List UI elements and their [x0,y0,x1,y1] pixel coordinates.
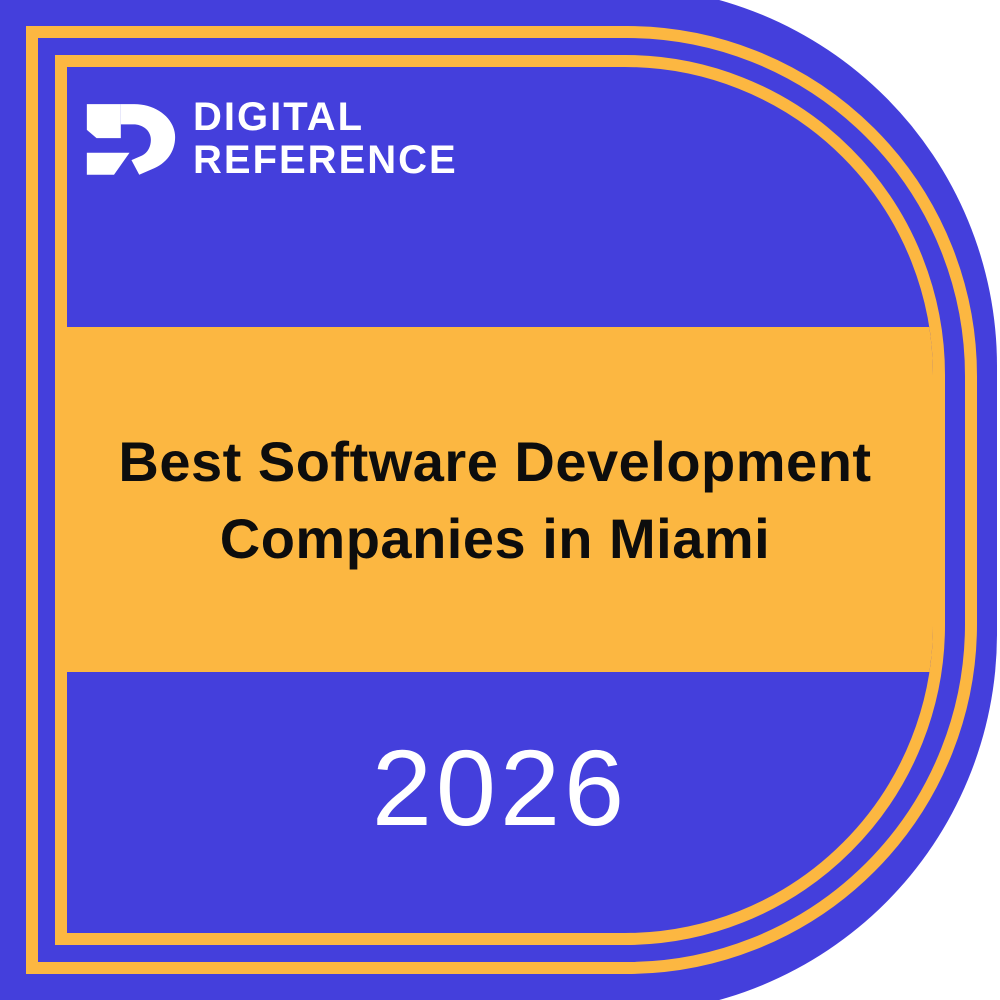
brand-logo: DIGITAL REFERENCE [82,95,458,183]
title-band: Best Software Development Companies in M… [67,327,933,672]
brand-name: DIGITAL REFERENCE [193,96,458,182]
badge-title-line2: Companies in Miami [219,506,771,570]
badge-year: 2026 [371,727,629,848]
digital-reference-logo-icon [86,104,176,175]
badge-title-line1: Best Software Development [118,429,872,493]
brand-name-line2: REFERENCE [193,138,458,182]
brand-name-line1: DIGITAL [193,95,365,139]
